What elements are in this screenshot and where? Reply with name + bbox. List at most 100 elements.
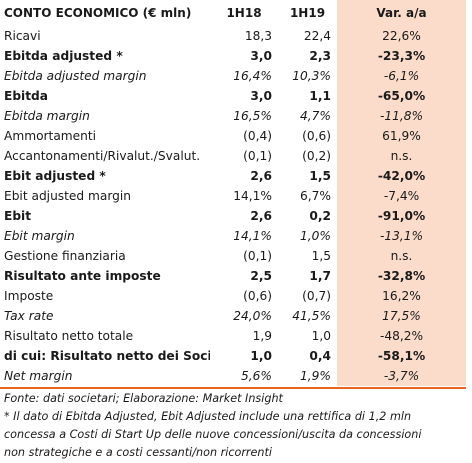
- value-1h18: 2,6: [250, 169, 272, 183]
- value-var: n.s.: [337, 246, 466, 266]
- table-row: Risultato ante imposte 2,5 1,7 -32,8%: [0, 266, 466, 286]
- value-1h19: 1,1: [309, 89, 331, 103]
- table-body: Ricavi 18,3 22,4 22,6% Ebitda adjusted * 3,0 2…: [0, 26, 466, 386]
- table-header-row: CONTO ECONOMICO (€ mln) 1H18 1H19 Var. a…: [0, 0, 466, 26]
- row-label: Gestione finanziaria: [4, 249, 126, 263]
- row-label: Accantonamenti/Rivalut./Svalut.: [4, 149, 201, 163]
- row-label: Risultato netto totale: [4, 329, 134, 343]
- row-label: Ebit adjusted *: [4, 169, 106, 183]
- value-1h18: (0,1): [243, 149, 272, 163]
- income-statement-table: CONTO ECONOMICO (€ mln) 1H18 1H19 Var. a…: [0, 0, 466, 386]
- row-label: Tax rate: [4, 309, 54, 323]
- table-row: Ebitda adjusted * 3,0 2,3 -23,3%: [0, 46, 466, 66]
- value-var: -13,1%: [337, 226, 466, 246]
- column-header-1h19: 1H19: [289, 6, 326, 20]
- value-var: -32,8%: [337, 266, 466, 286]
- table-row: Ebit adjusted margin 14,1% 6,7% -7,4%: [0, 186, 466, 206]
- value-var: -11,8%: [337, 106, 466, 126]
- value-var: -42,0%: [337, 166, 466, 186]
- table-row: Ebit adjusted * 2,6 1,5 -42,0%: [0, 166, 466, 186]
- column-header-var: Var. a/a: [337, 0, 466, 26]
- row-label: Ebitda: [4, 89, 49, 103]
- value-var: -3,7%: [337, 366, 466, 386]
- value-1h18: 1,9: [252, 329, 272, 343]
- footnote-line: non strategiche e a costi cessanti/non r…: [4, 446, 272, 459]
- value-var: 17,5%: [337, 306, 466, 326]
- source-note: Fonte: dati societari; Elaborazione: Mar…: [4, 392, 283, 405]
- value-1h18: 2,5: [250, 269, 272, 283]
- row-label: Ricavi: [4, 29, 41, 43]
- row-label: Ebit adjusted margin: [4, 189, 132, 203]
- value-var: -91,0%: [337, 206, 466, 226]
- value-1h18: (0,4): [243, 129, 272, 143]
- value-1h18: 14,1%: [233, 189, 272, 203]
- value-1h18: 3,0: [250, 49, 272, 63]
- value-1h19: 1,5: [309, 169, 331, 183]
- table-title: CONTO ECONOMICO (€ mln): [4, 6, 192, 20]
- value-var: -6,1%: [337, 66, 466, 86]
- value-1h19: 0,4: [309, 349, 331, 363]
- row-label: Ebitda margin: [4, 109, 90, 123]
- value-1h18: 2,6: [250, 209, 272, 223]
- value-var: 61,9%: [337, 126, 466, 146]
- table-row: Ammortamenti (0,4) (0,6) 61,9%: [0, 126, 466, 146]
- value-1h18: 16,4%: [233, 69, 272, 83]
- value-var: -65,0%: [337, 86, 466, 106]
- value-1h18: 5,6%: [241, 369, 272, 383]
- row-label: Net margin: [4, 369, 73, 383]
- table-row: Risultato netto totale 1,9 1,0 -48,2%: [0, 326, 466, 346]
- value-1h19: 0,2: [309, 209, 331, 223]
- value-var: -48,2%: [337, 326, 466, 346]
- row-label: Ebitda adjusted margin: [4, 69, 147, 83]
- table-row: Imposte (0,6) (0,7) 16,2%: [0, 286, 466, 306]
- value-1h19: 1,7: [309, 269, 331, 283]
- table-row: Ebit margin 14,1% 1,0% -13,1%: [0, 226, 466, 246]
- value-1h19: 10,3%: [292, 69, 331, 83]
- table-row: Tax rate 24,0% 41,5% 17,5%: [0, 306, 466, 326]
- table-row: Ebit 2,6 0,2 -91,0%: [0, 206, 466, 226]
- row-label: Ammortamenti: [4, 129, 97, 143]
- table-row: Ricavi 18,3 22,4 22,6%: [0, 26, 466, 46]
- value-1h18: 18,3: [244, 29, 272, 43]
- table-row: Net margin 5,6% 1,9% -3,7%: [0, 366, 466, 386]
- value-1h19: 22,4: [303, 29, 331, 43]
- value-1h19: 41,5%: [292, 309, 331, 323]
- value-var: -7,4%: [337, 186, 466, 206]
- row-label: Imposte: [4, 289, 54, 303]
- value-1h19: 2,3: [309, 49, 331, 63]
- value-1h19: 4,7%: [300, 109, 331, 123]
- table-row: Ebitda margin 16,5% 4,7% -11,8%: [0, 106, 466, 126]
- value-1h18: 14,1%: [233, 229, 272, 243]
- table-notes: Fonte: dati societari; Elaborazione: Mar…: [4, 390, 464, 462]
- value-1h19: (0,6): [302, 129, 331, 143]
- value-1h18: (0,1): [243, 249, 272, 263]
- value-1h19: (0,2): [302, 149, 331, 163]
- value-1h19: 1,5: [311, 249, 331, 263]
- value-1h18: (0,6): [243, 289, 272, 303]
- table-bottom-rule: [0, 387, 466, 389]
- row-label: Ebit margin: [4, 229, 75, 243]
- table-row: Accantonamenti/Rivalut./Svalut. (0,1) (0,2…: [0, 146, 466, 166]
- column-header-1h18: 1H18: [226, 6, 262, 20]
- row-label: Risultato ante imposte: [4, 269, 161, 283]
- table-row: di cui: Risultato netto dei Soci 1,0 0,4 -5…: [0, 346, 466, 366]
- table-row: Ebitda adjusted margin 16,4% 10,3% -6,1%: [0, 66, 466, 86]
- row-label: Ebitda adjusted *: [4, 49, 123, 63]
- value-1h18: 16,5%: [233, 109, 272, 123]
- value-var: -58,1%: [337, 346, 466, 366]
- value-1h19: 1,0%: [300, 229, 331, 243]
- value-1h19: (0,7): [302, 289, 331, 303]
- value-1h19: 1,9%: [300, 369, 331, 383]
- row-label: Ebit: [4, 209, 32, 223]
- value-1h19: 6,7%: [300, 189, 331, 203]
- value-var: 16,2%: [337, 286, 466, 306]
- value-var: n.s.: [337, 146, 466, 166]
- value-1h18: 24,0%: [233, 309, 272, 323]
- footnote-line: concessa a Costi di Start Up delle nuove…: [4, 428, 422, 441]
- table-row: Gestione finanziaria (0,1) 1,5 n.s.: [0, 246, 466, 266]
- value-var: 22,6%: [337, 26, 466, 46]
- value-1h18: 3,0: [250, 89, 272, 103]
- value-1h19: 1,0: [311, 329, 331, 343]
- table-row: Ebitda 3,0 1,1 -65,0%: [0, 86, 466, 106]
